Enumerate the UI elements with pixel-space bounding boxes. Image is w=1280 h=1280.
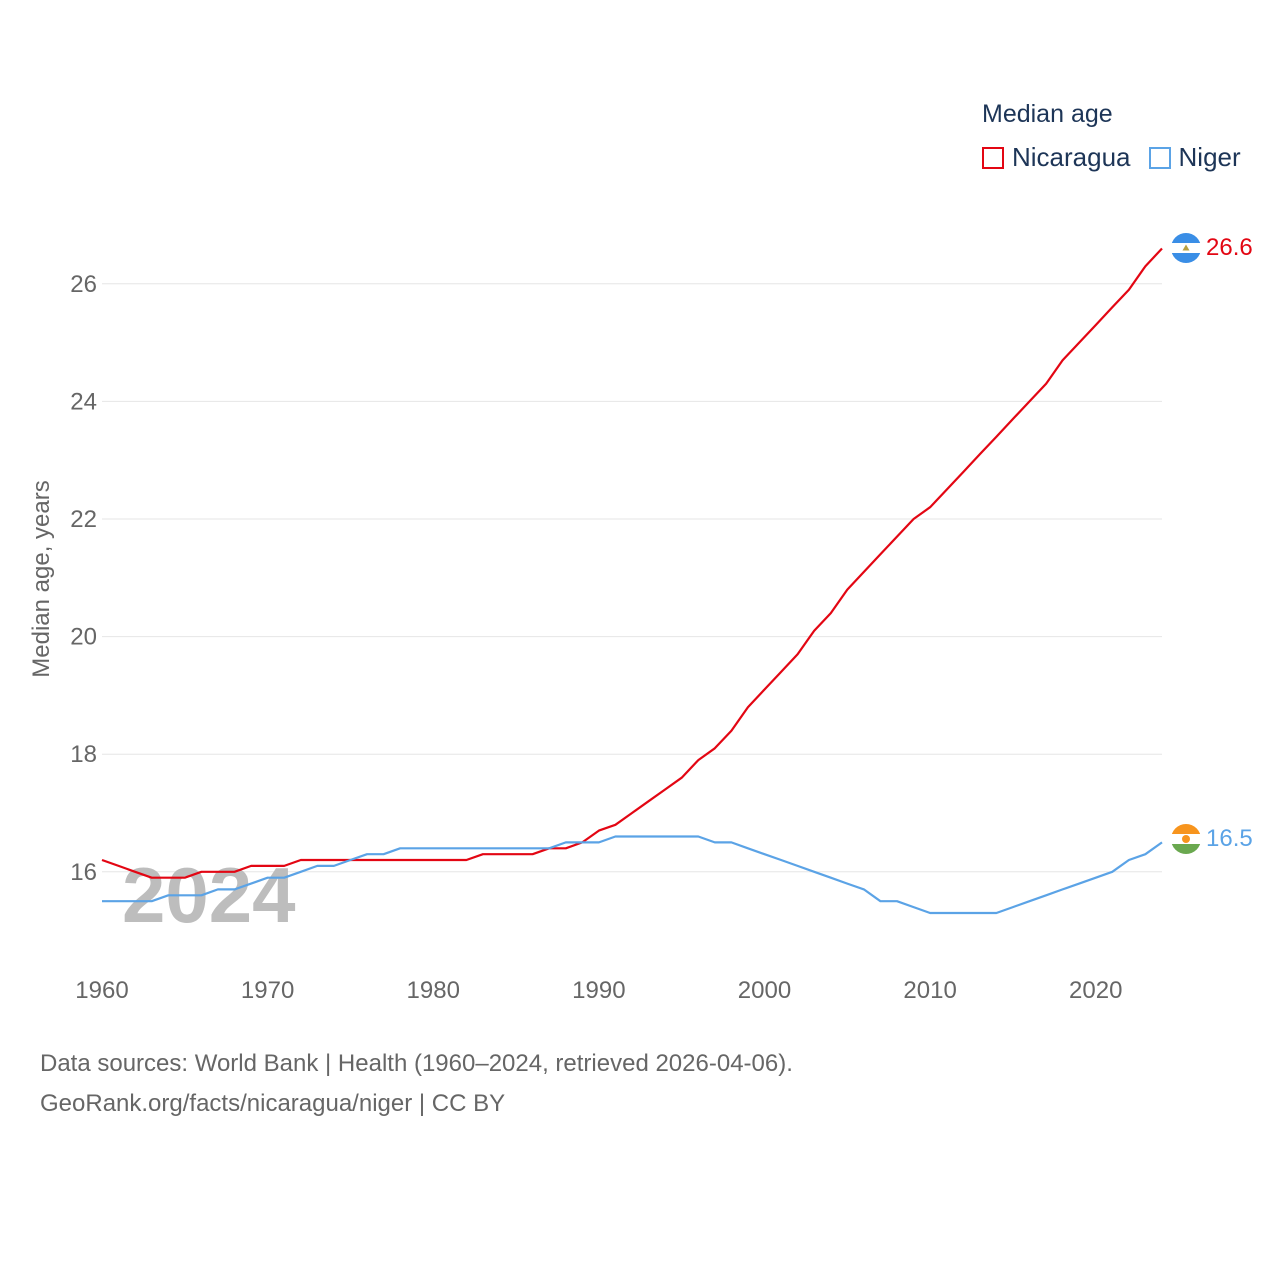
legend-swatch-nicaragua xyxy=(982,146,1004,169)
data-sources: Data sources: World Bank | Health (1960–… xyxy=(40,1044,793,1124)
sources-line-1: Data sources: World Bank | Health (1960–… xyxy=(40,1050,793,1077)
legend-title: Median age xyxy=(982,100,1113,128)
series-line-nicaragua xyxy=(101,247,1163,879)
y-tick-label: 22 xyxy=(70,506,97,533)
year-watermark: 2024 xyxy=(122,851,296,939)
x-tick-label: 1990 xyxy=(572,977,625,1004)
y-tick-label: 26 xyxy=(70,271,97,298)
legend-item-niger[interactable]: Niger xyxy=(1148,142,1241,173)
legend-label-niger: Niger xyxy=(1178,142,1241,172)
legend-label-nicaragua: Nicaragua xyxy=(1012,142,1131,172)
sources-line-2: GeoRank.org/facts/nicaragua/niger | CC B… xyxy=(40,1090,506,1117)
x-tick-label: 1980 xyxy=(407,977,460,1004)
niger-flag-icon xyxy=(1171,824,1201,854)
y-tick-label: 18 xyxy=(70,741,97,768)
y-axis-label: Median age, years xyxy=(28,480,55,678)
grid-lines xyxy=(102,283,1162,873)
y-axis-ticks: 16 18 20 22 24 26 xyxy=(70,271,97,886)
y-tick-label: 20 xyxy=(70,624,97,651)
x-tick-label: 1970 xyxy=(241,977,294,1004)
y-tick-label: 16 xyxy=(70,859,97,886)
x-axis-ticks: 1960 1970 1980 1990 2000 2010 2020 xyxy=(75,977,1122,1004)
series-line-niger xyxy=(102,835,1163,915)
x-tick-label: 2010 xyxy=(903,977,956,1004)
end-markers: 26.6 16.5 xyxy=(1171,233,1253,854)
x-tick-label: 2020 xyxy=(1069,977,1122,1004)
legend: Nicaragua Niger xyxy=(982,142,1259,173)
series-lines xyxy=(101,247,1163,915)
y-tick-label: 24 xyxy=(70,388,97,415)
nicaragua-flag-icon xyxy=(1171,233,1201,263)
legend-item-nicaragua[interactable]: Nicaragua xyxy=(982,142,1131,173)
x-tick-label: 1960 xyxy=(75,977,128,1004)
nicaragua-end-label: 26.6 xyxy=(1206,234,1253,261)
x-tick-label: 2000 xyxy=(738,977,791,1004)
niger-end-label: 16.5 xyxy=(1206,825,1253,852)
legend-swatch-niger xyxy=(1148,146,1171,169)
